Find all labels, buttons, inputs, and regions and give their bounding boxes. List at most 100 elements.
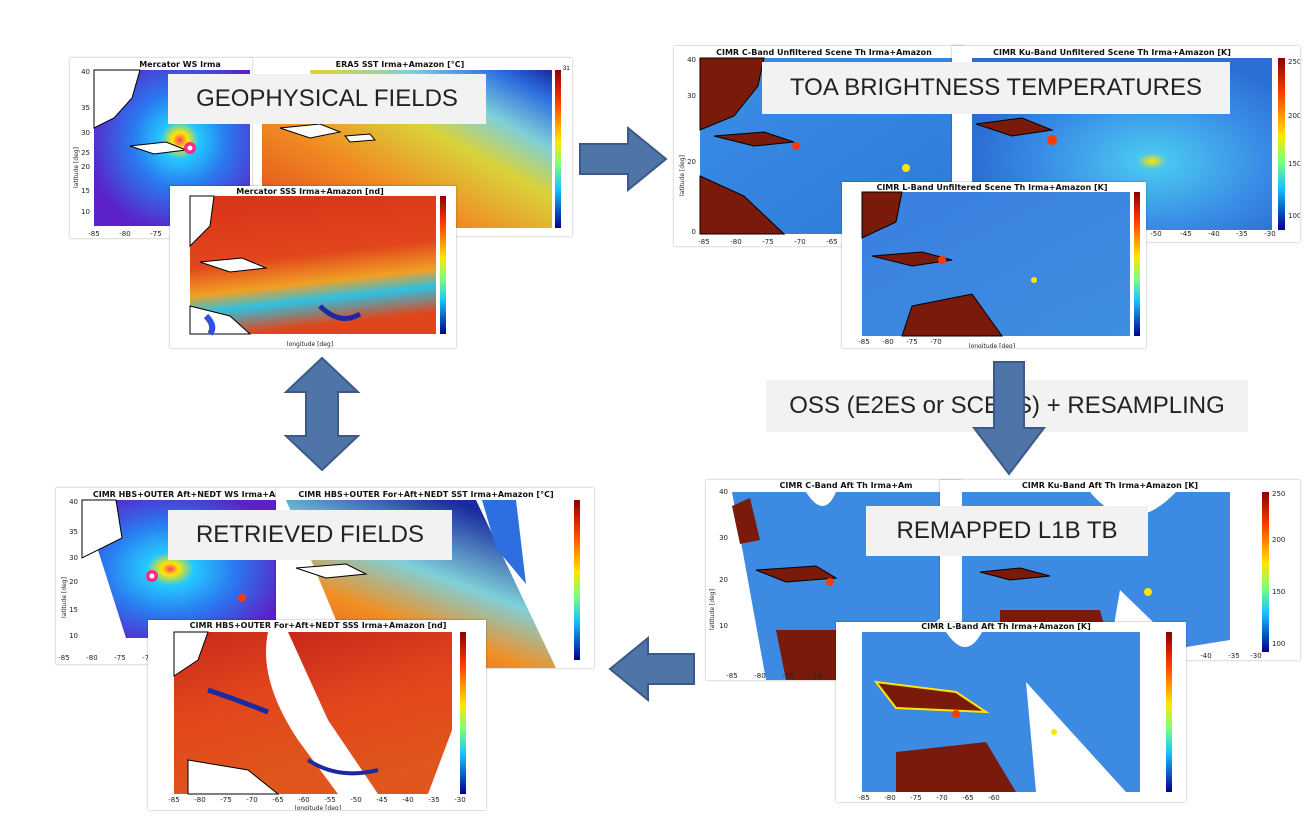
svg-text:150: 150: [1272, 588, 1285, 596]
svg-text:-80: -80: [884, 794, 895, 802]
svg-text:10: 10: [719, 622, 728, 630]
svg-text:-70: -70: [936, 794, 947, 802]
panel-l1b-c-band: CIMR C-Band Aft Th Irma+Am 40 30 20 10 -…: [706, 480, 962, 680]
stage-label-geophysical: GEOPHYSICAL FIELDS: [168, 74, 486, 124]
svg-text:40: 40: [81, 68, 90, 76]
svg-text:-85: -85: [58, 654, 69, 662]
arrow-down-icon: [972, 360, 1046, 476]
arrow-right-icon: [578, 126, 668, 192]
svg-text:-75: -75: [910, 794, 921, 802]
axis-label: longitude [deg]: [295, 805, 341, 810]
panel-retrieved-sss: CIMR HBS+OUTER For+Aft+NEDT SSS Irma+Ama…: [148, 620, 486, 810]
axis-label: latitude [deg]: [709, 589, 716, 630]
svg-text:-35: -35: [1236, 230, 1247, 238]
svg-text:-85: -85: [698, 238, 709, 246]
svg-text:15: 15: [81, 187, 90, 195]
svg-text:30: 30: [81, 129, 90, 137]
svg-text:40: 40: [719, 488, 728, 496]
panel-mercator-sss: Mercator SSS Irma+Amazon [nd] longitude …: [170, 186, 456, 348]
stage-label-text: RETRIEVED FIELDS: [195, 521, 425, 548]
svg-text:200: 200: [1288, 112, 1300, 120]
svg-text:-50: -50: [350, 796, 361, 804]
svg-text:20: 20: [687, 158, 696, 166]
svg-text:-80: -80: [194, 796, 205, 804]
panel-title: Mercator WS Irma: [139, 60, 221, 69]
axis-label: latitude [deg]: [73, 147, 80, 188]
stage-label-text: GEOPHYSICAL FIELDS: [196, 85, 458, 112]
arrow-left-icon: [608, 636, 696, 702]
svg-text:-65: -65: [826, 238, 837, 246]
svg-text:15: 15: [69, 606, 78, 614]
svg-text:10: 10: [69, 632, 78, 640]
svg-text:100: 100: [1288, 212, 1300, 220]
panel-title: CIMR Ku-Band Unfiltered Scene Th Irma+Am…: [993, 48, 1231, 57]
svg-text:0: 0: [692, 228, 696, 236]
stage-label-remapped: REMAPPED L1B TB: [866, 506, 1148, 556]
panel-title: CIMR Ku-Band Aft Th Irma+Amazon [K]: [1022, 481, 1198, 490]
svg-text:30: 30: [69, 554, 78, 562]
stage-label-retrieved: RETRIEVED FIELDS: [168, 510, 452, 560]
svg-text:20: 20: [69, 578, 78, 586]
svg-text:40: 40: [69, 498, 78, 506]
axis-label: longitude [deg]: [287, 341, 333, 348]
svg-text:-45: -45: [1180, 230, 1191, 238]
svg-text:-80: -80: [119, 230, 130, 238]
panel-title: CIMR HBS+OUTER Aft+NEDT WS Irma+Ar: [93, 490, 278, 499]
svg-text:-85: -85: [858, 338, 869, 346]
svg-text:-70: -70: [246, 796, 257, 804]
svg-text:-35: -35: [1228, 652, 1239, 660]
panel-title: CIMR L-Band Aft Th Irma+Amazon [K]: [921, 622, 1091, 631]
svg-text:-60: -60: [988, 794, 999, 802]
panel-title: CIMR HBS+OUTER For+Aft+NEDT SST Irma+Ama…: [298, 490, 553, 499]
panel-l1b-l-band: CIMR L-Band Aft Th Irma+Amazon [K] -85 -…: [836, 622, 1186, 802]
svg-text:-80: -80: [882, 338, 893, 346]
svg-text:-50: -50: [1150, 230, 1161, 238]
panel-title: CIMR L-Band Unfiltered Scene Th Irma+Ama…: [876, 183, 1107, 192]
svg-text:35: 35: [81, 104, 90, 112]
svg-text:-40: -40: [1208, 230, 1219, 238]
svg-text:-75: -75: [782, 672, 793, 680]
svg-text:30: 30: [687, 92, 696, 100]
svg-text:-45: -45: [376, 796, 387, 804]
colorbar-tick: 31: [563, 66, 570, 72]
stage-label-toa: TOA BRIGHTNESS TEMPERATURES: [762, 62, 1230, 114]
svg-text:-70: -70: [930, 338, 941, 346]
svg-text:-80: -80: [754, 672, 765, 680]
svg-text:-60: -60: [298, 796, 309, 804]
svg-text:-75: -75: [114, 654, 125, 662]
stage-label-text: TOA BRIGHTNESS TEMPERATURES: [789, 74, 1203, 101]
svg-text:-65: -65: [962, 794, 973, 802]
svg-text:20: 20: [81, 163, 90, 171]
svg-text:-70: -70: [810, 672, 821, 680]
svg-text:-75: -75: [762, 238, 773, 246]
svg-text:250: 250: [1288, 58, 1300, 66]
svg-text:25: 25: [81, 149, 90, 157]
svg-text:30: 30: [719, 534, 728, 542]
svg-text:-30: -30: [1250, 652, 1261, 660]
svg-text:-75: -75: [220, 796, 231, 804]
svg-text:-40: -40: [402, 796, 413, 804]
axis-label: latitude [deg]: [61, 577, 68, 618]
svg-text:100: 100: [1272, 640, 1285, 648]
svg-text:-85: -85: [858, 794, 869, 802]
stage-label-text: REMAPPED L1B TB: [896, 517, 1118, 544]
svg-text:-85: -85: [88, 230, 99, 238]
panel-title: CIMR HBS+OUTER For+Aft+NEDT SSS Irma+Ama…: [190, 621, 447, 630]
svg-text:-85: -85: [726, 672, 737, 680]
svg-text:-75: -75: [150, 230, 161, 238]
arrow-bidirectional-icon: [282, 356, 362, 472]
panel-title: CIMR C-Band Unfiltered Scene Th Irma+Ama…: [716, 48, 932, 57]
svg-text:-80: -80: [730, 238, 741, 246]
svg-text:-75: -75: [906, 338, 917, 346]
svg-text:35: 35: [69, 528, 78, 536]
svg-text:10: 10: [81, 208, 90, 216]
svg-text:40: 40: [687, 56, 696, 64]
svg-text:150: 150: [1288, 160, 1300, 168]
svg-text:-70: -70: [794, 238, 805, 246]
svg-text:-30: -30: [454, 796, 465, 804]
panel-title: ERA5 SST Irma+Amazon [°C]: [336, 60, 465, 69]
svg-text:20: 20: [719, 576, 728, 584]
svg-text:-55: -55: [324, 796, 335, 804]
panel-toa-l-band: CIMR L-Band Unfiltered Scene Th Irma+Ama…: [842, 182, 1146, 348]
panel-title: Mercator SSS Irma+Amazon [nd]: [236, 187, 384, 196]
